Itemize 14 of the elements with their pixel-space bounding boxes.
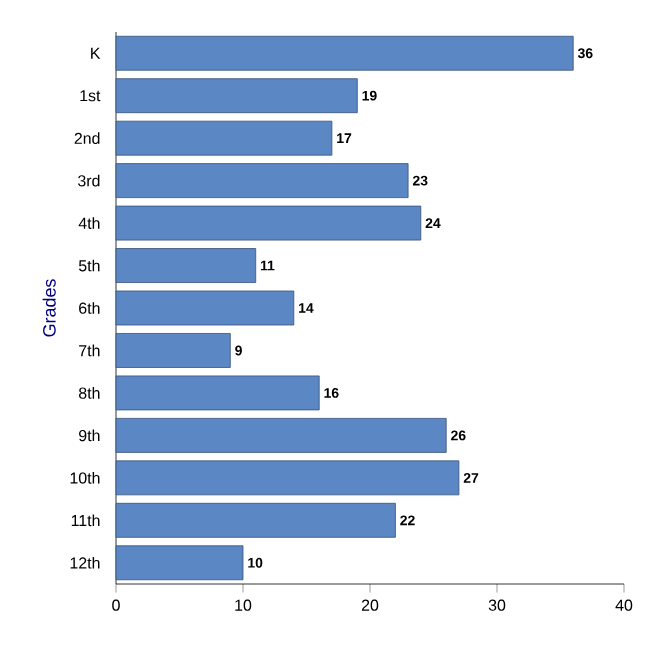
y-axis-title: Grades xyxy=(42,279,56,337)
bar xyxy=(115,248,257,283)
bar xyxy=(115,78,358,114)
bar xyxy=(115,417,447,453)
bar xyxy=(115,375,320,411)
bar xyxy=(115,163,409,199)
bar xyxy=(115,205,422,241)
bar xyxy=(115,545,244,581)
bar xyxy=(115,460,460,496)
bar xyxy=(115,35,574,71)
bar xyxy=(115,120,333,156)
bar xyxy=(115,290,295,326)
bar xyxy=(115,333,231,368)
bar xyxy=(115,502,396,538)
